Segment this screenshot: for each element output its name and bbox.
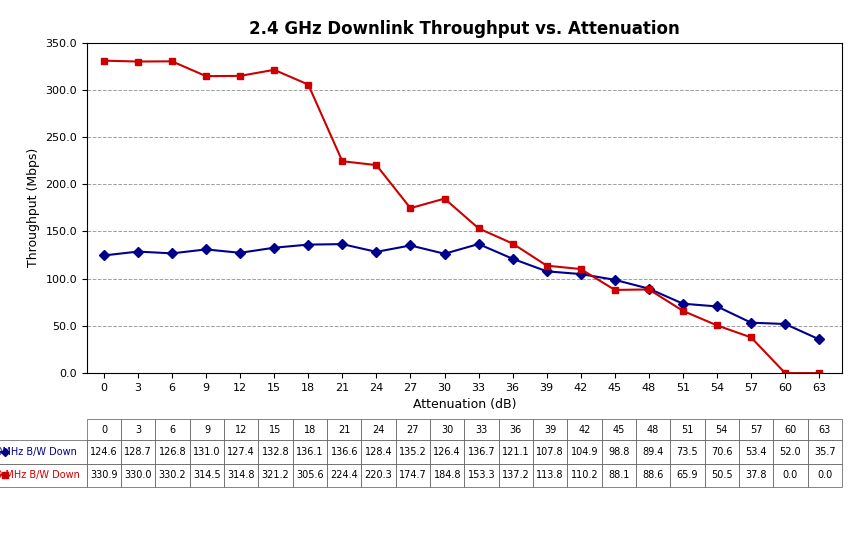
40 MHz B/W Down [644, 286, 654, 293]
20MHz B/W Down [609, 277, 620, 283]
40 MHz B/W Down [575, 266, 586, 272]
Line: 20MHz B/W Down: 20MHz B/W Down [101, 240, 823, 343]
40 MHz B/W Down [814, 370, 825, 376]
Line: 40 MHz B/W Down: 40 MHz B/W Down [101, 57, 823, 377]
40 MHz B/W Down [303, 82, 313, 88]
40 MHz B/W Down [235, 72, 246, 79]
20MHz B/W Down [133, 248, 143, 255]
20MHz B/W Down [712, 303, 722, 310]
40 MHz B/W Down [542, 262, 552, 269]
20MHz B/W Down [644, 286, 654, 292]
40 MHz B/W Down [780, 370, 791, 376]
20MHz B/W Down [814, 336, 825, 343]
20MHz B/W Down [542, 268, 552, 274]
20MHz B/W Down [678, 301, 688, 307]
20MHz B/W Down [235, 249, 246, 256]
X-axis label: Attenuation (dB): Attenuation (dB) [412, 398, 516, 411]
20MHz B/W Down [780, 321, 791, 327]
20MHz B/W Down [372, 249, 382, 255]
Y-axis label: Throughput (Mbps): Throughput (Mbps) [27, 148, 40, 268]
40 MHz B/W Down [201, 73, 211, 79]
20MHz B/W Down [303, 241, 313, 248]
20MHz B/W Down [269, 245, 279, 251]
40 MHz B/W Down [99, 58, 109, 64]
40 MHz B/W Down [712, 322, 722, 329]
40 MHz B/W Down [473, 225, 483, 231]
20MHz B/W Down [508, 255, 518, 262]
20MHz B/W Down [201, 246, 211, 253]
40 MHz B/W Down [167, 58, 177, 64]
40 MHz B/W Down [372, 162, 382, 168]
40 MHz B/W Down [746, 334, 756, 341]
40 MHz B/W Down [133, 58, 143, 64]
40 MHz B/W Down [609, 287, 620, 293]
Title: 2.4 GHz Downlink Throughput vs. Attenuation: 2.4 GHz Downlink Throughput vs. Attenuat… [249, 20, 680, 38]
20MHz B/W Down [99, 252, 109, 259]
40 MHz B/W Down [439, 196, 450, 202]
20MHz B/W Down [405, 243, 416, 249]
40 MHz B/W Down [337, 158, 347, 164]
40 MHz B/W Down [405, 205, 416, 212]
20MHz B/W Down [575, 271, 586, 277]
40 MHz B/W Down [508, 240, 518, 247]
20MHz B/W Down [746, 319, 756, 326]
40 MHz B/W Down [678, 308, 688, 314]
20MHz B/W Down [337, 241, 347, 247]
20MHz B/W Down [167, 250, 177, 256]
20MHz B/W Down [439, 251, 450, 257]
20MHz B/W Down [473, 241, 483, 247]
40 MHz B/W Down [269, 67, 279, 73]
